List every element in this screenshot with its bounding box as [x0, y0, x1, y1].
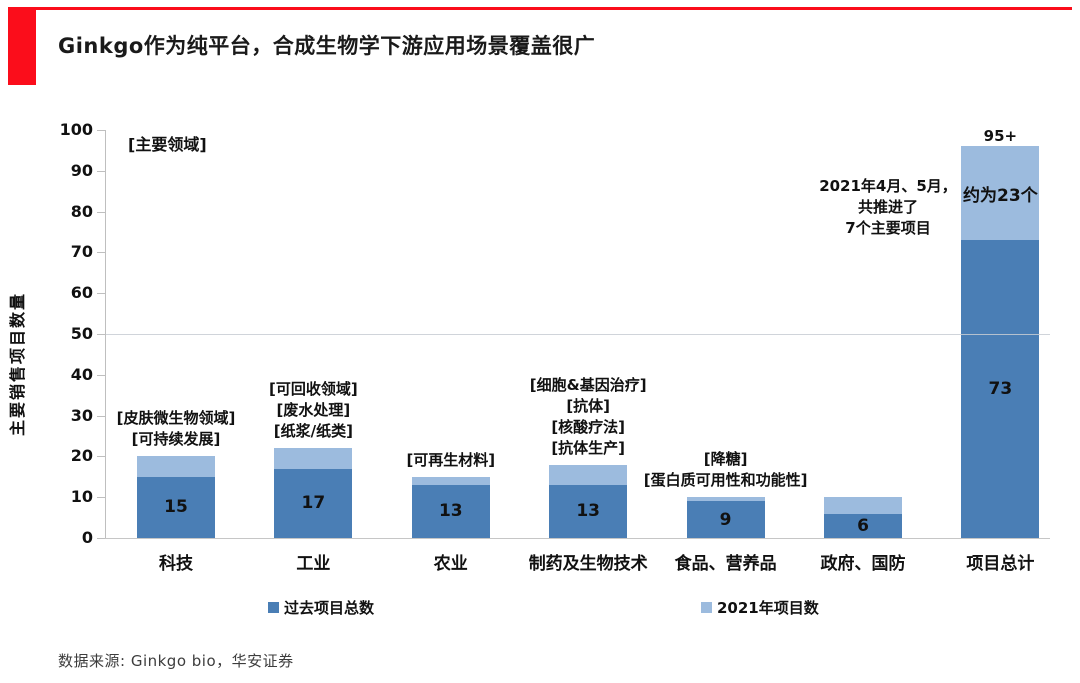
annotation-line: [废水处理] — [276, 401, 351, 420]
legend-swatch-light — [701, 602, 712, 613]
annotation-line: [细胞&基因治疗] — [529, 375, 647, 394]
bar-annotation: [可回收领域] [废水处理] [纸浆/纸类] — [193, 379, 433, 442]
annotation-line: [纸浆/纸类] — [273, 422, 353, 441]
light-segment-label: 约为23个 — [963, 185, 1038, 206]
y-tick-mark — [97, 538, 105, 539]
y-tick-label: 30 — [70, 405, 93, 425]
y-tick-mark — [97, 497, 105, 499]
side-note-line: 共推进了 — [857, 198, 918, 216]
bar-value-label: 15 — [164, 497, 188, 518]
category-label: 食品、营养品 — [674, 554, 777, 574]
y-tick-label: 20 — [70, 446, 93, 466]
annotation-line: [可持续发展] — [131, 430, 221, 449]
y-tick-label: 70 — [70, 242, 93, 262]
y-tick-label: 100 — [59, 120, 93, 139]
legend-item-past-projects: 过去项目总数 — [268, 597, 374, 618]
category-label: 科技 — [159, 554, 193, 574]
bar-segment-past: 13 — [549, 484, 628, 538]
category-label: 政府、国防 — [820, 554, 906, 574]
y-tick-label: 50 — [70, 324, 93, 343]
annotation-line: [皮肤微生物领域] — [116, 409, 236, 428]
annotation-line: [抗体] — [566, 396, 611, 415]
category-label: 制药及生物技术 — [528, 554, 648, 574]
bar-value-label: 17 — [301, 493, 326, 514]
annotation-line: [可回收领域] — [269, 380, 358, 399]
chart-corner-note: [主要领域] — [128, 135, 207, 154]
red-accent-block — [8, 7, 36, 85]
bar-annotation: [细胞&基因治疗] [抗体] [核酸疗法] [抗体生产] — [468, 375, 708, 459]
bar-value-label: 6 — [857, 515, 869, 536]
bar-segment-2021 — [137, 456, 215, 477]
y-tick-mark — [97, 130, 105, 131]
y-tick-mark — [97, 211, 105, 213]
bar-segment-past: 17 — [274, 468, 353, 538]
bar-segment-2021 — [686, 497, 765, 502]
bar-value-label: 13 — [438, 501, 463, 522]
bar-annotation: [降糖] [蛋白质可用性和功能性] — [606, 449, 846, 491]
y-tick-mark — [97, 293, 105, 295]
bar-segment-2021 — [274, 448, 353, 469]
bar-segment-past: 15 — [137, 476, 215, 538]
annotation-line: [抗体生产] — [551, 438, 626, 457]
bar-annotation: [可再生材料] — [331, 450, 571, 471]
x-axis-line — [105, 538, 1050, 539]
y-tick-label: 0 — [81, 528, 93, 547]
bar-value-label: 73 — [988, 379, 1013, 400]
y-tick-mark — [97, 374, 105, 376]
bar-value-label: 13 — [576, 501, 601, 522]
y-tick-label: 90 — [70, 160, 93, 180]
legend-label: 过去项目总数 — [284, 599, 375, 617]
bar-segment-2021: 约为23个 — [961, 146, 1040, 241]
legend-label: 2021年项目数 — [717, 599, 819, 617]
y-tick-mark — [97, 456, 105, 458]
y-tick-label: 10 — [70, 487, 93, 507]
category-label: 农业 — [433, 554, 468, 574]
page-title: Ginkgo作为纯平台，合成生物学下游应用场景覆盖很广 — [58, 34, 596, 58]
bar-segment-past: 6 — [824, 513, 902, 538]
y-tick-mark — [97, 252, 105, 254]
y-tick-label: 40 — [70, 364, 93, 384]
annotation-line: [核酸疗法] — [551, 417, 626, 436]
y-axis-line — [105, 130, 106, 538]
legend-swatch-dark — [268, 602, 279, 613]
bar-segment-past: 73 — [961, 240, 1040, 538]
red-accent-line — [8, 7, 1072, 10]
bar-annotation: [皮肤微生物领域] [可持续发展] — [56, 408, 296, 450]
chart-side-note: 2021年4月、5月， 共推进了 7个主要项目 — [778, 176, 998, 239]
bar-segment-past: 13 — [411, 484, 490, 538]
annotation-line: [降糖] — [703, 450, 748, 469]
gridline-50 — [106, 334, 1050, 335]
y-tick-label: 60 — [70, 283, 93, 303]
data-source-note: 数据来源: Ginkgo bio，华安证券 — [58, 652, 294, 670]
legend-item-2021-projects: 2021年项目数 — [701, 597, 819, 618]
y-axis-title: 主要销售项目数量 — [8, 292, 27, 437]
bar-segment-past: 9 — [686, 501, 765, 538]
annotation-line: [蛋白质可用性和功能性] — [643, 471, 808, 490]
annotation-line: [可再生材料] — [406, 450, 496, 469]
y-tick-label: 80 — [70, 201, 93, 221]
bar-segment-2021 — [549, 464, 628, 485]
bar-segment-2021 — [411, 476, 490, 485]
bar-value-label: 9 — [719, 509, 732, 530]
side-note-line: 2021年4月、5月， — [819, 177, 957, 195]
side-note-line: 7个主要项目 — [845, 219, 931, 237]
y-tick-mark — [97, 334, 105, 335]
total-top-label: 95+ — [983, 127, 1018, 146]
y-tick-mark — [97, 170, 105, 172]
y-tick-mark — [97, 415, 105, 417]
bar-segment-2021 — [824, 497, 902, 514]
category-label: 项目总计 — [966, 554, 1035, 574]
category-label: 工业 — [296, 554, 331, 574]
